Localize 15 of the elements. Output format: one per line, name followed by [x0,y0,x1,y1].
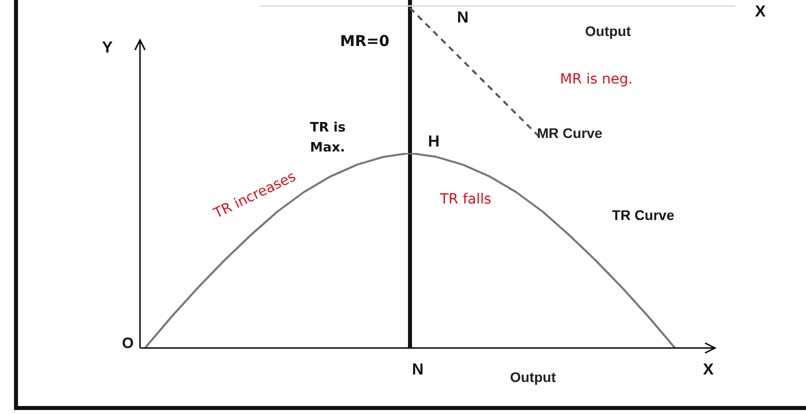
text: X [703,361,714,378]
annotation: TR is Max. [310,120,346,156]
text: TR Curve [612,207,674,223]
annotation: Output [585,22,632,39]
text: X [755,3,766,20]
series-label: MR Curve [537,125,603,141]
text: N [412,361,424,378]
annotation: MR=0 [340,32,390,50]
text: O [122,335,134,352]
text: Output [510,368,556,385]
annotation: N [457,9,469,26]
text: Y [102,39,113,56]
annotation: H [428,133,440,150]
annotation: MR is neg. [560,72,633,88]
annotation: TR falls [439,192,492,208]
